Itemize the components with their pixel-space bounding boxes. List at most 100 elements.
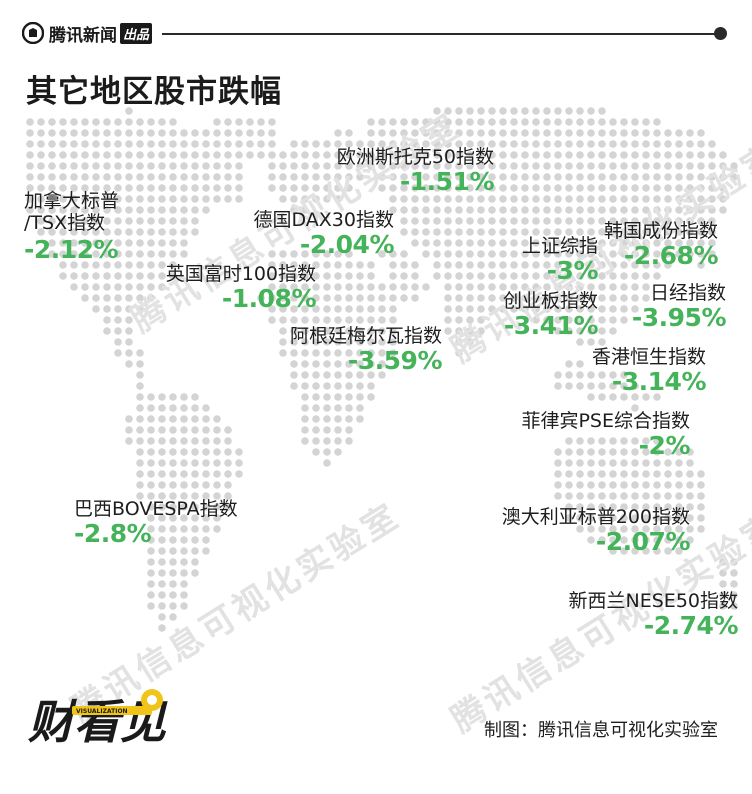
- map-dot: [587, 294, 595, 302]
- map-dot: [620, 448, 628, 456]
- map-dot: [620, 294, 628, 302]
- map-dot: [587, 393, 595, 401]
- map-dot: [70, 217, 78, 225]
- map-dot: [466, 173, 474, 181]
- map-dot: [565, 360, 573, 368]
- map-dot: [92, 261, 100, 269]
- map-dot: [664, 261, 672, 269]
- map-dot: [202, 492, 210, 500]
- map-dot: [147, 250, 155, 258]
- map-dot: [653, 437, 661, 445]
- map-dot: [631, 162, 639, 170]
- map-dot: [719, 151, 727, 159]
- market-label-pse: 菲律宾PSE综合指数 -2%: [521, 410, 690, 460]
- map-dot: [92, 228, 100, 236]
- map-dot: [334, 360, 342, 368]
- map-dot: [653, 470, 661, 478]
- map-dot: [389, 316, 397, 324]
- map-dot: [301, 382, 309, 390]
- map-dot: [367, 338, 375, 346]
- map-dot: [334, 250, 342, 258]
- map-dot: [675, 206, 683, 214]
- map-dot: [499, 173, 507, 181]
- map-dot: [477, 327, 485, 335]
- map-dot: [411, 272, 419, 280]
- map-dot: [323, 250, 331, 258]
- map-dot: [598, 316, 606, 324]
- map-dot: [576, 217, 584, 225]
- map-dot: [356, 305, 364, 313]
- map-dot: [631, 129, 639, 137]
- map-dot: [730, 602, 738, 610]
- map-dot: [378, 349, 386, 357]
- map-dot: [411, 129, 419, 137]
- map-dot: [235, 129, 243, 137]
- map-dot: [312, 261, 320, 269]
- map-dot: [103, 184, 111, 192]
- map-dot: [455, 118, 463, 126]
- map-dot: [136, 272, 144, 280]
- map-dot: [147, 239, 155, 247]
- map-dot: [543, 118, 551, 126]
- map-dot: [411, 151, 419, 159]
- map-dot: [136, 129, 144, 137]
- map-dot: [609, 250, 617, 258]
- map-dot: [191, 558, 199, 566]
- map-dot: [719, 569, 727, 577]
- map-dot: [70, 129, 78, 137]
- map-dot: [136, 393, 144, 401]
- map-dot: [224, 195, 232, 203]
- map-dot: [169, 503, 177, 511]
- map-dot: [103, 129, 111, 137]
- map-dot: [620, 173, 628, 181]
- market-label-dax30: 德国DAX30指数 -2.04%: [254, 209, 395, 259]
- map-dot: [312, 305, 320, 313]
- map-dot: [268, 250, 276, 258]
- map-dot: [59, 151, 67, 159]
- map-dot: [345, 140, 353, 148]
- map-dot: [697, 481, 705, 489]
- map-dot: [620, 151, 628, 159]
- map-dot: [26, 184, 34, 192]
- map-dot: [455, 184, 463, 192]
- market-name: 英国富时100指数: [165, 263, 316, 285]
- map-dot: [378, 371, 386, 379]
- map-dot: [653, 239, 661, 247]
- map-dot: [587, 118, 595, 126]
- map-dot: [48, 140, 56, 148]
- map-dot: [169, 184, 177, 192]
- map-dot: [158, 503, 166, 511]
- map-dot: [653, 261, 661, 269]
- map-dot: [70, 173, 78, 181]
- market-change: -2.12%: [24, 235, 119, 264]
- map-dot: [114, 118, 122, 126]
- map-dot: [400, 228, 408, 236]
- map-dot: [213, 514, 221, 522]
- map-dot: [81, 195, 89, 203]
- map-dot: [400, 206, 408, 214]
- map-dot: [642, 437, 650, 445]
- map-dot: [114, 140, 122, 148]
- map-dot: [499, 261, 507, 269]
- map-dot: [59, 129, 67, 137]
- map-dot: [521, 228, 529, 236]
- map-dot: [334, 173, 342, 181]
- map-dot: [389, 140, 397, 148]
- map-dot: [477, 151, 485, 159]
- map-dot: [312, 393, 320, 401]
- map-dot: [169, 459, 177, 467]
- map-dot: [411, 239, 419, 247]
- map-dot: [554, 173, 562, 181]
- map-dot: [191, 503, 199, 511]
- map-dot: [312, 426, 320, 434]
- map-dot: [653, 514, 661, 522]
- map-dot: [158, 459, 166, 467]
- chart-credit: 制图：腾讯信息可视化实验室: [484, 720, 718, 741]
- map-dot: [279, 294, 287, 302]
- map-dot: [477, 261, 485, 269]
- map-dot: [312, 195, 320, 203]
- map-dot: [422, 140, 430, 148]
- map-dot: [301, 349, 309, 357]
- map-dot: [554, 272, 562, 280]
